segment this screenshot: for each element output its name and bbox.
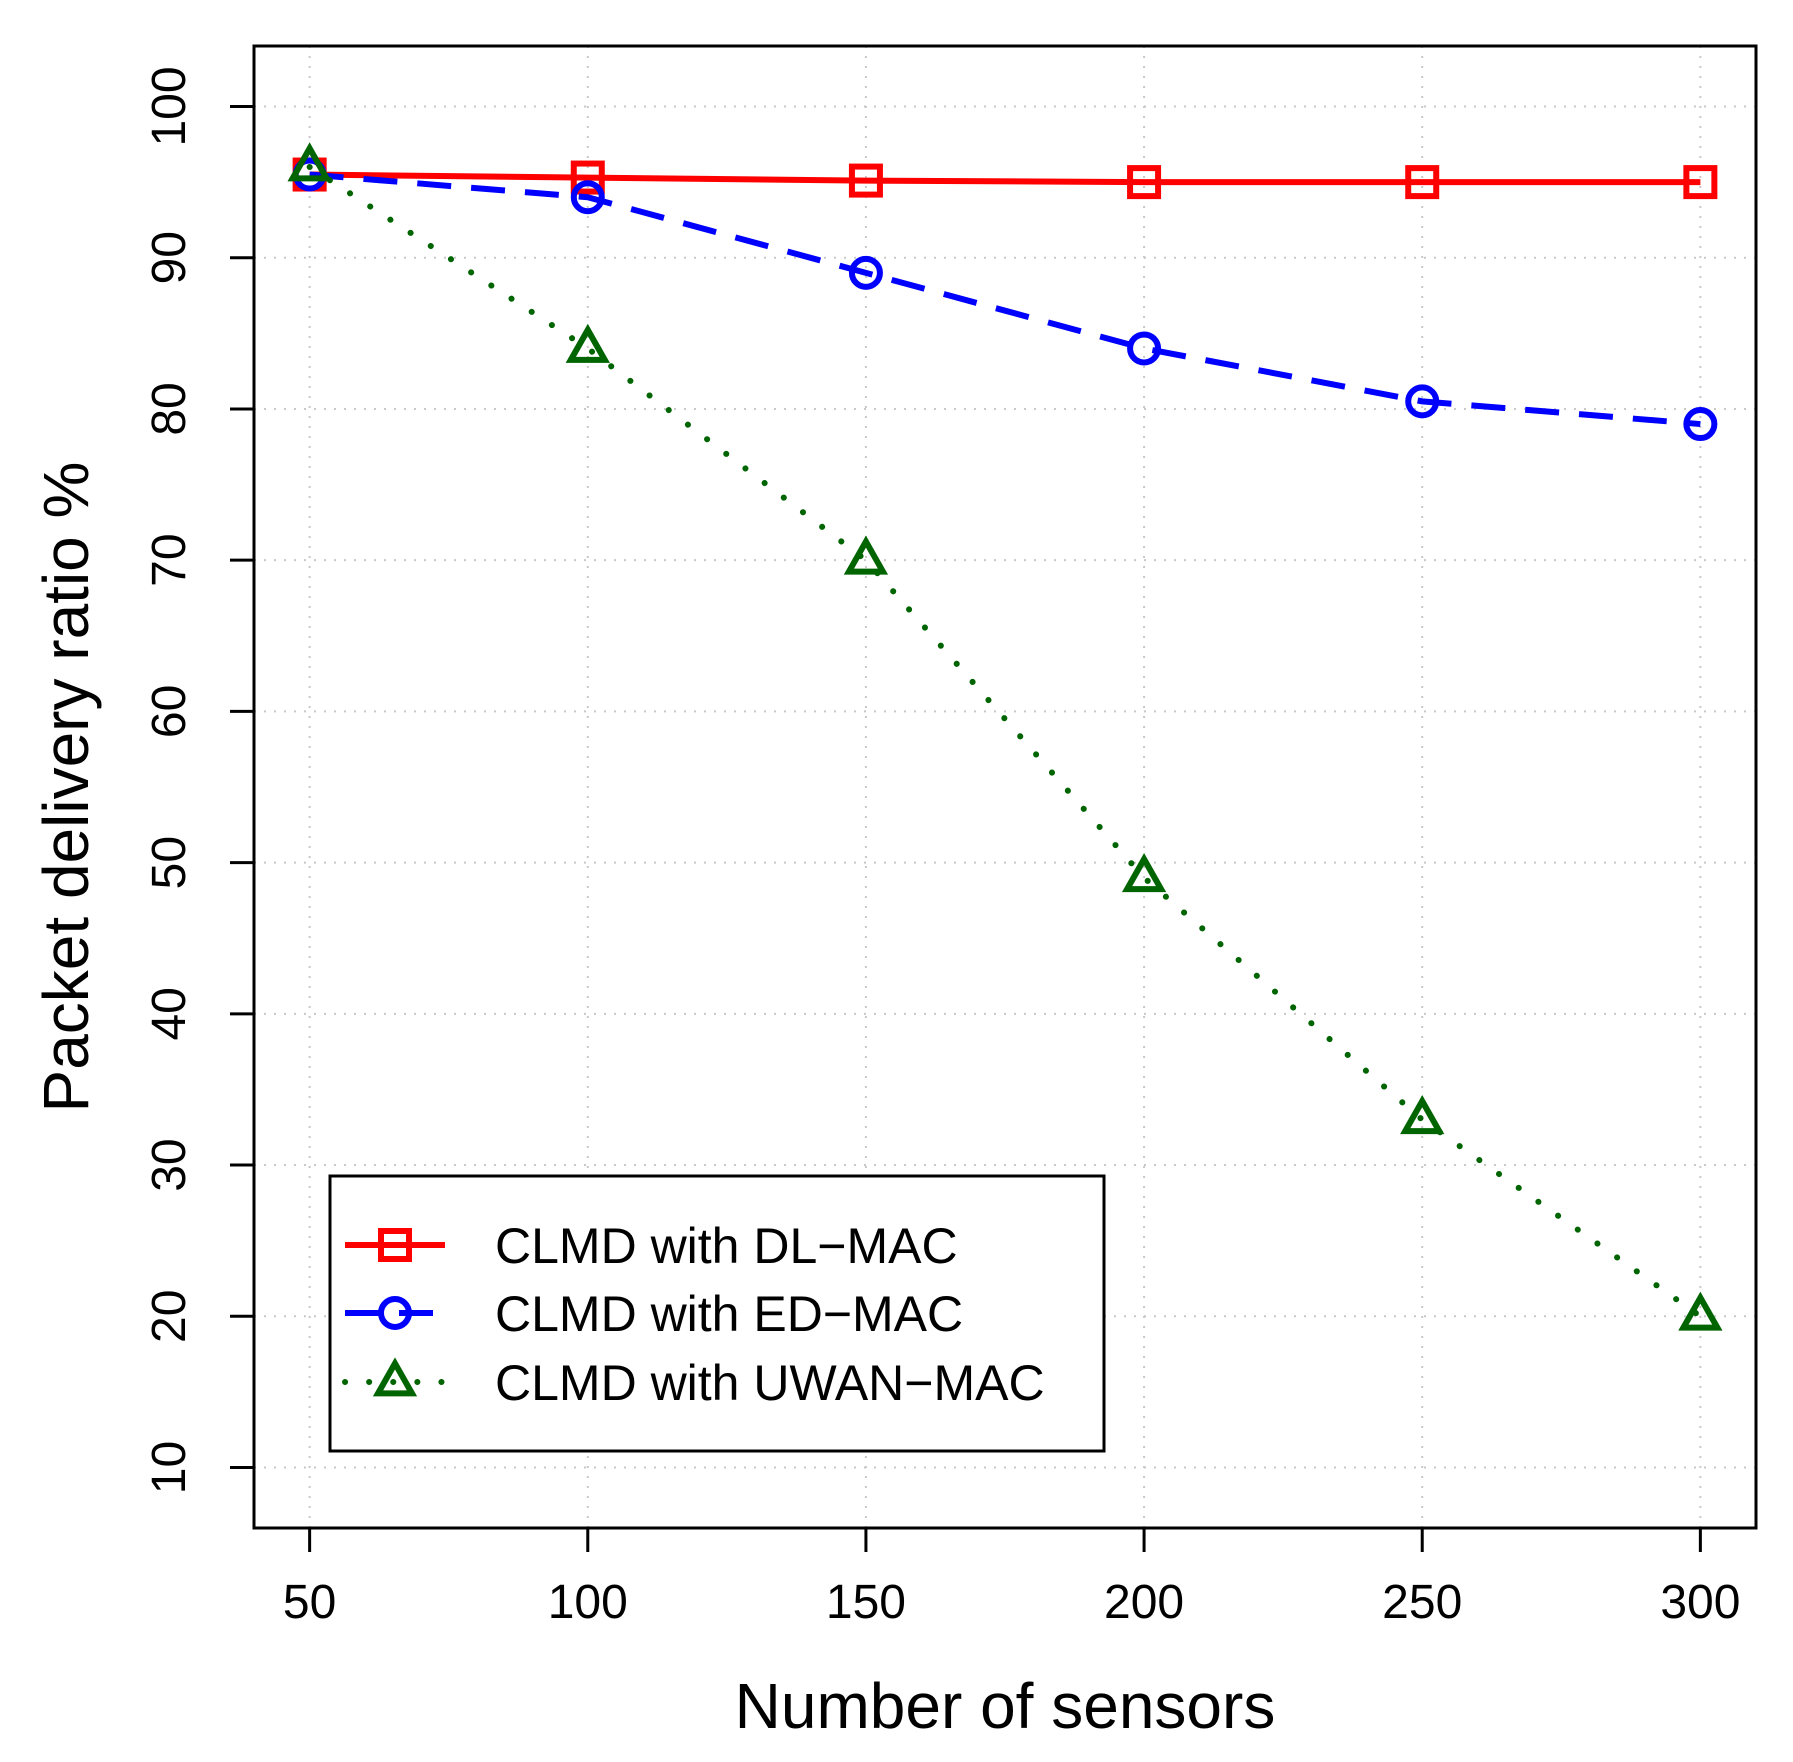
legend-item-2: CLMD with ED−MAC <box>345 1286 963 1342</box>
y-tick-label: 30 <box>143 1138 196 1191</box>
series-line <box>306 163 1704 1320</box>
y-tick-label: 20 <box>143 1290 196 1343</box>
legend-item-1: CLMD with DL−MAC <box>345 1218 958 1274</box>
data-point <box>1683 407 1718 442</box>
grid <box>254 46 1756 1528</box>
legend-label: CLMD with ED−MAC <box>495 1286 963 1342</box>
legend-marker <box>378 1296 412 1330</box>
data-point <box>1405 384 1440 419</box>
series-3 <box>287 142 1723 1331</box>
data-point <box>565 323 610 363</box>
data-point <box>1678 1291 1723 1331</box>
y-tick-label: 50 <box>143 836 196 889</box>
data-point <box>570 180 605 215</box>
data-point <box>1127 165 1162 200</box>
legend: CLMD with DL−MAC CLMD with ED−MAC CLMD wit… <box>328 1174 1106 1453</box>
series-group <box>287 142 1723 1331</box>
y-tick-label: 100 <box>143 66 196 146</box>
series-line <box>309 171 1701 186</box>
data-point <box>848 163 883 198</box>
x-tick-label: 200 <box>1104 1576 1184 1629</box>
data-point <box>843 535 889 575</box>
plot-frame <box>252 44 1758 1530</box>
data-point <box>1127 331 1162 366</box>
y-tick-label: 10 <box>143 1441 196 1494</box>
data-point <box>1405 165 1440 200</box>
series-line <box>309 171 1701 428</box>
series-1 <box>292 157 1718 200</box>
y-tick-label: 40 <box>143 987 196 1040</box>
data-point <box>1400 1095 1445 1135</box>
data-point <box>848 255 883 290</box>
legend-marker <box>372 1357 418 1397</box>
series-2 <box>292 157 1718 442</box>
x-tick-label: 150 <box>826 1576 906 1629</box>
axes: 10 20 30 40 50 60 70 80 90 100 50 100 150 200 250 300 <box>143 66 1740 1629</box>
y-axis-title: Packet delivery ratio % <box>30 462 102 1113</box>
y-tick-label: 90 <box>143 231 196 284</box>
legend-item-3: CLMD with UWAN−MAC <box>342 1355 1045 1411</box>
y-tick-label: 70 <box>143 533 196 586</box>
legend-box <box>328 1174 1106 1453</box>
x-tick-label: 250 <box>1382 1576 1462 1629</box>
x-axis-title: Number of sensors <box>735 1670 1276 1742</box>
data-point <box>1121 853 1167 893</box>
x-tick-label: 50 <box>283 1576 336 1629</box>
legend-label: CLMD with UWAN−MAC <box>495 1355 1045 1411</box>
legend-marker <box>378 1228 412 1262</box>
x-tick-label: 100 <box>548 1576 628 1629</box>
data-point <box>1683 165 1718 200</box>
data-point <box>287 142 332 182</box>
y-tick-label: 60 <box>143 685 196 738</box>
data-point <box>570 160 605 195</box>
y-tick-label: 80 <box>143 382 196 435</box>
x-tick-label: 300 <box>1660 1576 1740 1629</box>
legend-label: CLMD with DL−MAC <box>495 1218 958 1274</box>
